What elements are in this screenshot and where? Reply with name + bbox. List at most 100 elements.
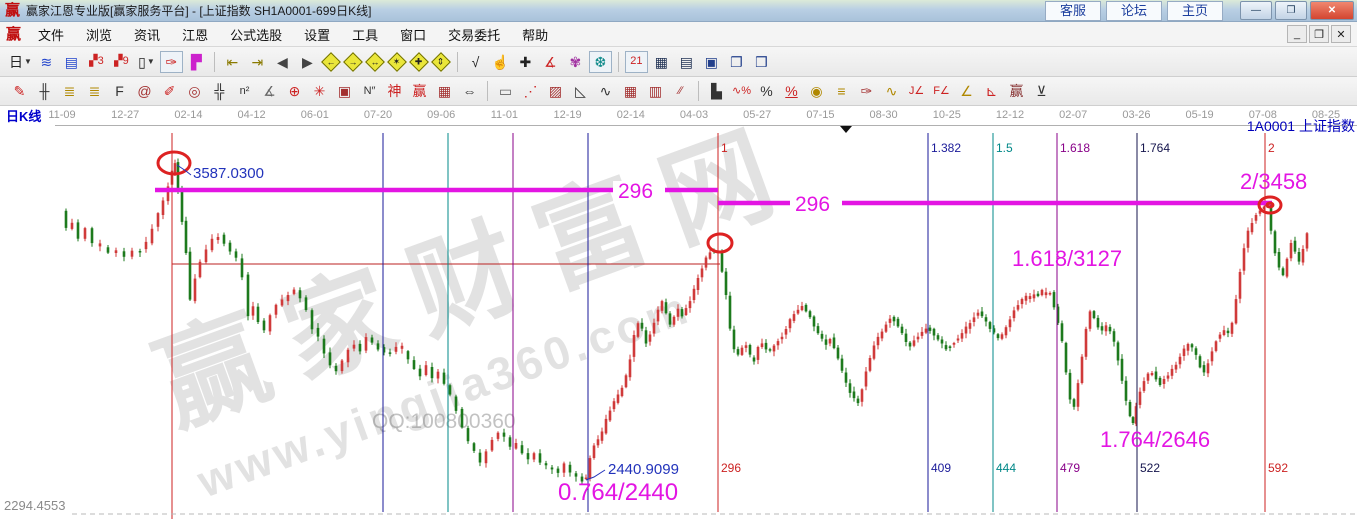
wave-count-icon[interactable]: N″ (358, 80, 381, 102)
compress-diamond-button[interactable]: ✶ (387, 51, 407, 72)
golden-gate2-icon[interactable]: ≣ (83, 80, 106, 102)
grid-tool-icon[interactable]: ╫ (33, 80, 56, 102)
child-close-button[interactable]: ✕ (1331, 25, 1351, 43)
menu-item-窗口[interactable]: 窗口 (400, 27, 427, 43)
menu-item-工具[interactable]: 工具 (352, 27, 379, 43)
dropdown-arrow-icon[interactable]: ▼ (24, 56, 32, 66)
zoom-h-diamond-button[interactable]: ↔ (365, 51, 385, 72)
expand-diamond-button[interactable]: ✚ (409, 51, 429, 72)
next-bar-button[interactable]: ▶ (296, 51, 319, 73)
value-angle-icon[interactable]: ⊻ (1030, 80, 1053, 102)
triangle-tool-icon[interactable]: ◺ (569, 80, 592, 102)
minimize-button[interactable]: — (1240, 1, 1272, 20)
angle-draw-icon[interactable]: ∡ (539, 51, 562, 73)
ying-tool-icon[interactable]: 赢 (408, 80, 431, 102)
calendar-icon[interactable]: 21 (624, 50, 648, 73)
candle-style-button[interactable]: ▯ ▼ (135, 51, 158, 73)
hatch-area-icon[interactable]: ▨ (544, 80, 567, 102)
prev-bar-button[interactable]: ◀ (271, 51, 294, 73)
ying-dark-glyph: 赢 (1009, 83, 1024, 99)
zoom-v-diamond-button[interactable]: ⇕ (431, 51, 451, 72)
send-icon[interactable]: ❒ (750, 51, 773, 73)
crosshair-tool-icon[interactable]: ✚ (514, 51, 537, 73)
box-select-icon[interactable]: ▭ (494, 80, 517, 102)
grid3-icon[interactable]: ▥ (644, 80, 667, 102)
ying-dark-icon[interactable]: 赢 (1005, 80, 1028, 102)
square-cycle-icon[interactable]: ▣ (333, 80, 356, 102)
menu-item-交易委托[interactable]: 交易委托 (448, 27, 501, 43)
golden-gate-icon[interactable]: ≣ (58, 80, 81, 102)
percent-retrace-icon[interactable]: ∿% (730, 80, 753, 102)
marker-brush-icon[interactable]: ✐ (158, 80, 181, 102)
restore-button[interactable]: ❐ (1275, 1, 1307, 20)
kline-chart[interactable]: 赢家财富网www.yingjia360.comQQ:10080036011-09… (0, 106, 1357, 519)
volume-bars-icon[interactable]: ▙ (705, 80, 728, 102)
candle (876, 332, 880, 350)
titlebar-link-主页[interactable]: 主页 (1166, 0, 1223, 21)
menu-item-资讯[interactable]: 资讯 (134, 27, 161, 43)
percent-line-icon[interactable]: % (780, 80, 803, 102)
spiral-tool-icon[interactable]: @ (133, 80, 156, 102)
menu-item-帮助[interactable]: 帮助 (522, 27, 549, 43)
golden-angle-icon[interactable]: ∠ (955, 80, 978, 102)
star-cycle-icon[interactable]: ✳ (308, 80, 331, 102)
calculator-icon[interactable]: ▦ (650, 51, 673, 73)
gann-wheel-icon[interactable]: ◎ (183, 80, 206, 102)
gann-draw-icon[interactable]: ✾ (564, 51, 587, 73)
pointer-curve-icon[interactable]: √ (464, 51, 487, 73)
ray-fan-icon[interactable]: ⋰ (519, 80, 542, 102)
shen-tool-icon[interactable]: 神 (383, 80, 406, 102)
j-angle-icon[interactable]: J∠ (905, 80, 928, 102)
grid2-icon[interactable]: ▦ (619, 80, 642, 102)
toolbar-separator (213, 51, 215, 72)
golden-lines-icon[interactable]: ≡ (830, 80, 853, 102)
wave-3-icon[interactable]: ▞3 (85, 51, 108, 73)
child-restore-button[interactable]: ❐ (1309, 25, 1329, 43)
smart-analysis-icon[interactable]: ❆ (588, 50, 612, 73)
f-angle-icon[interactable]: F∠ (930, 80, 953, 102)
last-bar-button[interactable]: ⇥ (246, 51, 269, 73)
wave-tool-icon[interactable]: ∿ (594, 80, 617, 102)
export-icon[interactable]: ❐ (725, 51, 748, 73)
percent-icon[interactable]: % (755, 80, 778, 102)
n-square-icon[interactable]: n² (233, 80, 256, 102)
target-cross-icon[interactable]: ⊕ (283, 80, 306, 102)
angle-ruler-icon[interactable]: ∡ (258, 80, 281, 102)
notepad-icon[interactable]: ▤ (675, 51, 698, 73)
first-bar-button[interactable]: ⇤ (221, 51, 244, 73)
fib-ruler-icon[interactable]: F (108, 80, 131, 102)
trend-sketch-icon[interactable]: ✑ (159, 50, 183, 73)
menu-item-公式选股[interactable]: 公式选股 (230, 27, 283, 43)
hand-tool-icon[interactable]: ☝ (489, 51, 512, 73)
multi-chart-icon[interactable]: ≋ (35, 51, 58, 73)
menu-item-浏览[interactable]: 浏览 (86, 27, 113, 43)
golden-wave-glyph: ∿ (885, 83, 898, 99)
dropdown-arrow-icon[interactable]: ▼ (146, 56, 155, 66)
candle (672, 315, 676, 327)
shift-right-diamond-button[interactable]: → (343, 51, 363, 72)
menu-item-文件[interactable]: 文件 (38, 27, 65, 43)
menu-item-江恩[interactable]: 江恩 (182, 27, 209, 43)
menu-item-设置[interactable]: 设置 (304, 27, 331, 43)
axis-position-marker[interactable] (840, 126, 852, 133)
titlebar-link-客服[interactable]: 客服 (1044, 0, 1101, 21)
speed-angle-icon[interactable]: ⊾ (980, 80, 1003, 102)
wave-9-icon[interactable]: ▞9 (110, 51, 133, 73)
volume-profile-icon[interactable]: ▛ (185, 51, 208, 73)
period-day-button[interactable]: 日 ▼ (8, 51, 33, 73)
golden-circle-icon[interactable]: ◉ (805, 80, 828, 102)
close-button[interactable]: ✕ (1310, 1, 1354, 20)
span-measure-icon[interactable]: ⇔ (458, 80, 481, 102)
dense-grid-icon[interactable]: ╬ (208, 80, 231, 102)
parallel-lines-icon[interactable]: ∕∕ (669, 80, 692, 102)
info-panel-icon[interactable]: ▤ (60, 51, 83, 73)
save-icon[interactable]: ▣ (700, 51, 723, 73)
shift-left-diamond-button[interactable]: ← (321, 51, 341, 72)
candle-brush-icon[interactable]: ✑ (855, 80, 878, 102)
golden-wave-icon[interactable]: ∿ (880, 80, 903, 102)
child-minimize-button[interactable]: _ (1287, 25, 1307, 43)
diamond-arrow-glyph: ✚ (415, 55, 423, 66)
titlebar-link-论坛[interactable]: 论坛 (1105, 0, 1162, 21)
fine-grid-icon[interactable]: ▦ (433, 80, 456, 102)
gann-pencil-icon[interactable]: ✎ (8, 80, 31, 102)
